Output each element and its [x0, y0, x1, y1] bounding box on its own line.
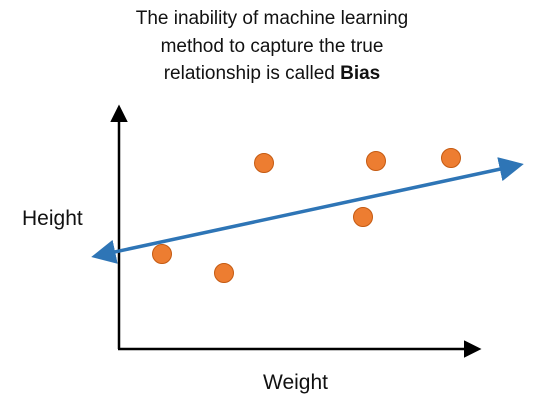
y-axis-label: Height — [22, 207, 83, 230]
fit-line — [91, 157, 524, 264]
data-point — [254, 153, 274, 173]
data-point — [214, 263, 234, 283]
title-line-3: relationship is called Bias — [0, 63, 544, 85]
x-axis-label: Weight — [263, 371, 328, 394]
title-bias-keyword: Bias — [340, 63, 381, 84]
title-line-3-text: relationship is called — [163, 63, 341, 84]
title-line-1: The inability of machine learning — [135, 8, 409, 29]
data-point — [152, 244, 172, 264]
title-line-2: method to capture the true — [160, 36, 384, 57]
data-point — [441, 148, 461, 168]
data-point — [366, 151, 386, 171]
data-point — [353, 207, 373, 227]
